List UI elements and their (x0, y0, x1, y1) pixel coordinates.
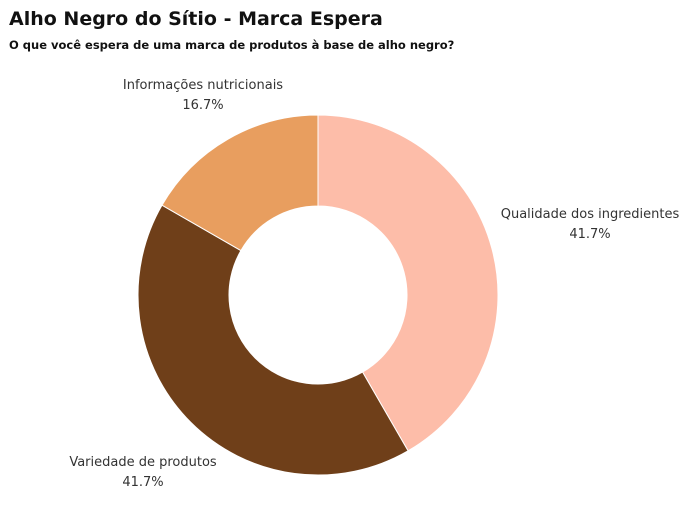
slice-label-3: Informações nutricionais (123, 78, 283, 93)
slice-value-label-3: 16.7% (182, 98, 223, 113)
chart-title: Alho Negro do Sítio - Marca Espera (9, 8, 383, 30)
slice-value-label-1: 41.7% (569, 227, 610, 242)
chart-subtitle: O que você espera de uma marca de produt… (9, 38, 455, 52)
donut-slice-1 (317, 114, 499, 452)
slice-label-2: Variedade de produtos (69, 455, 217, 470)
slice-value-label-2: 41.7% (122, 475, 163, 490)
slice-label-1: Qualidade dos ingredientes (501, 207, 680, 222)
donut-slice-2 (137, 204, 409, 476)
donut-slice-3 (161, 114, 319, 252)
